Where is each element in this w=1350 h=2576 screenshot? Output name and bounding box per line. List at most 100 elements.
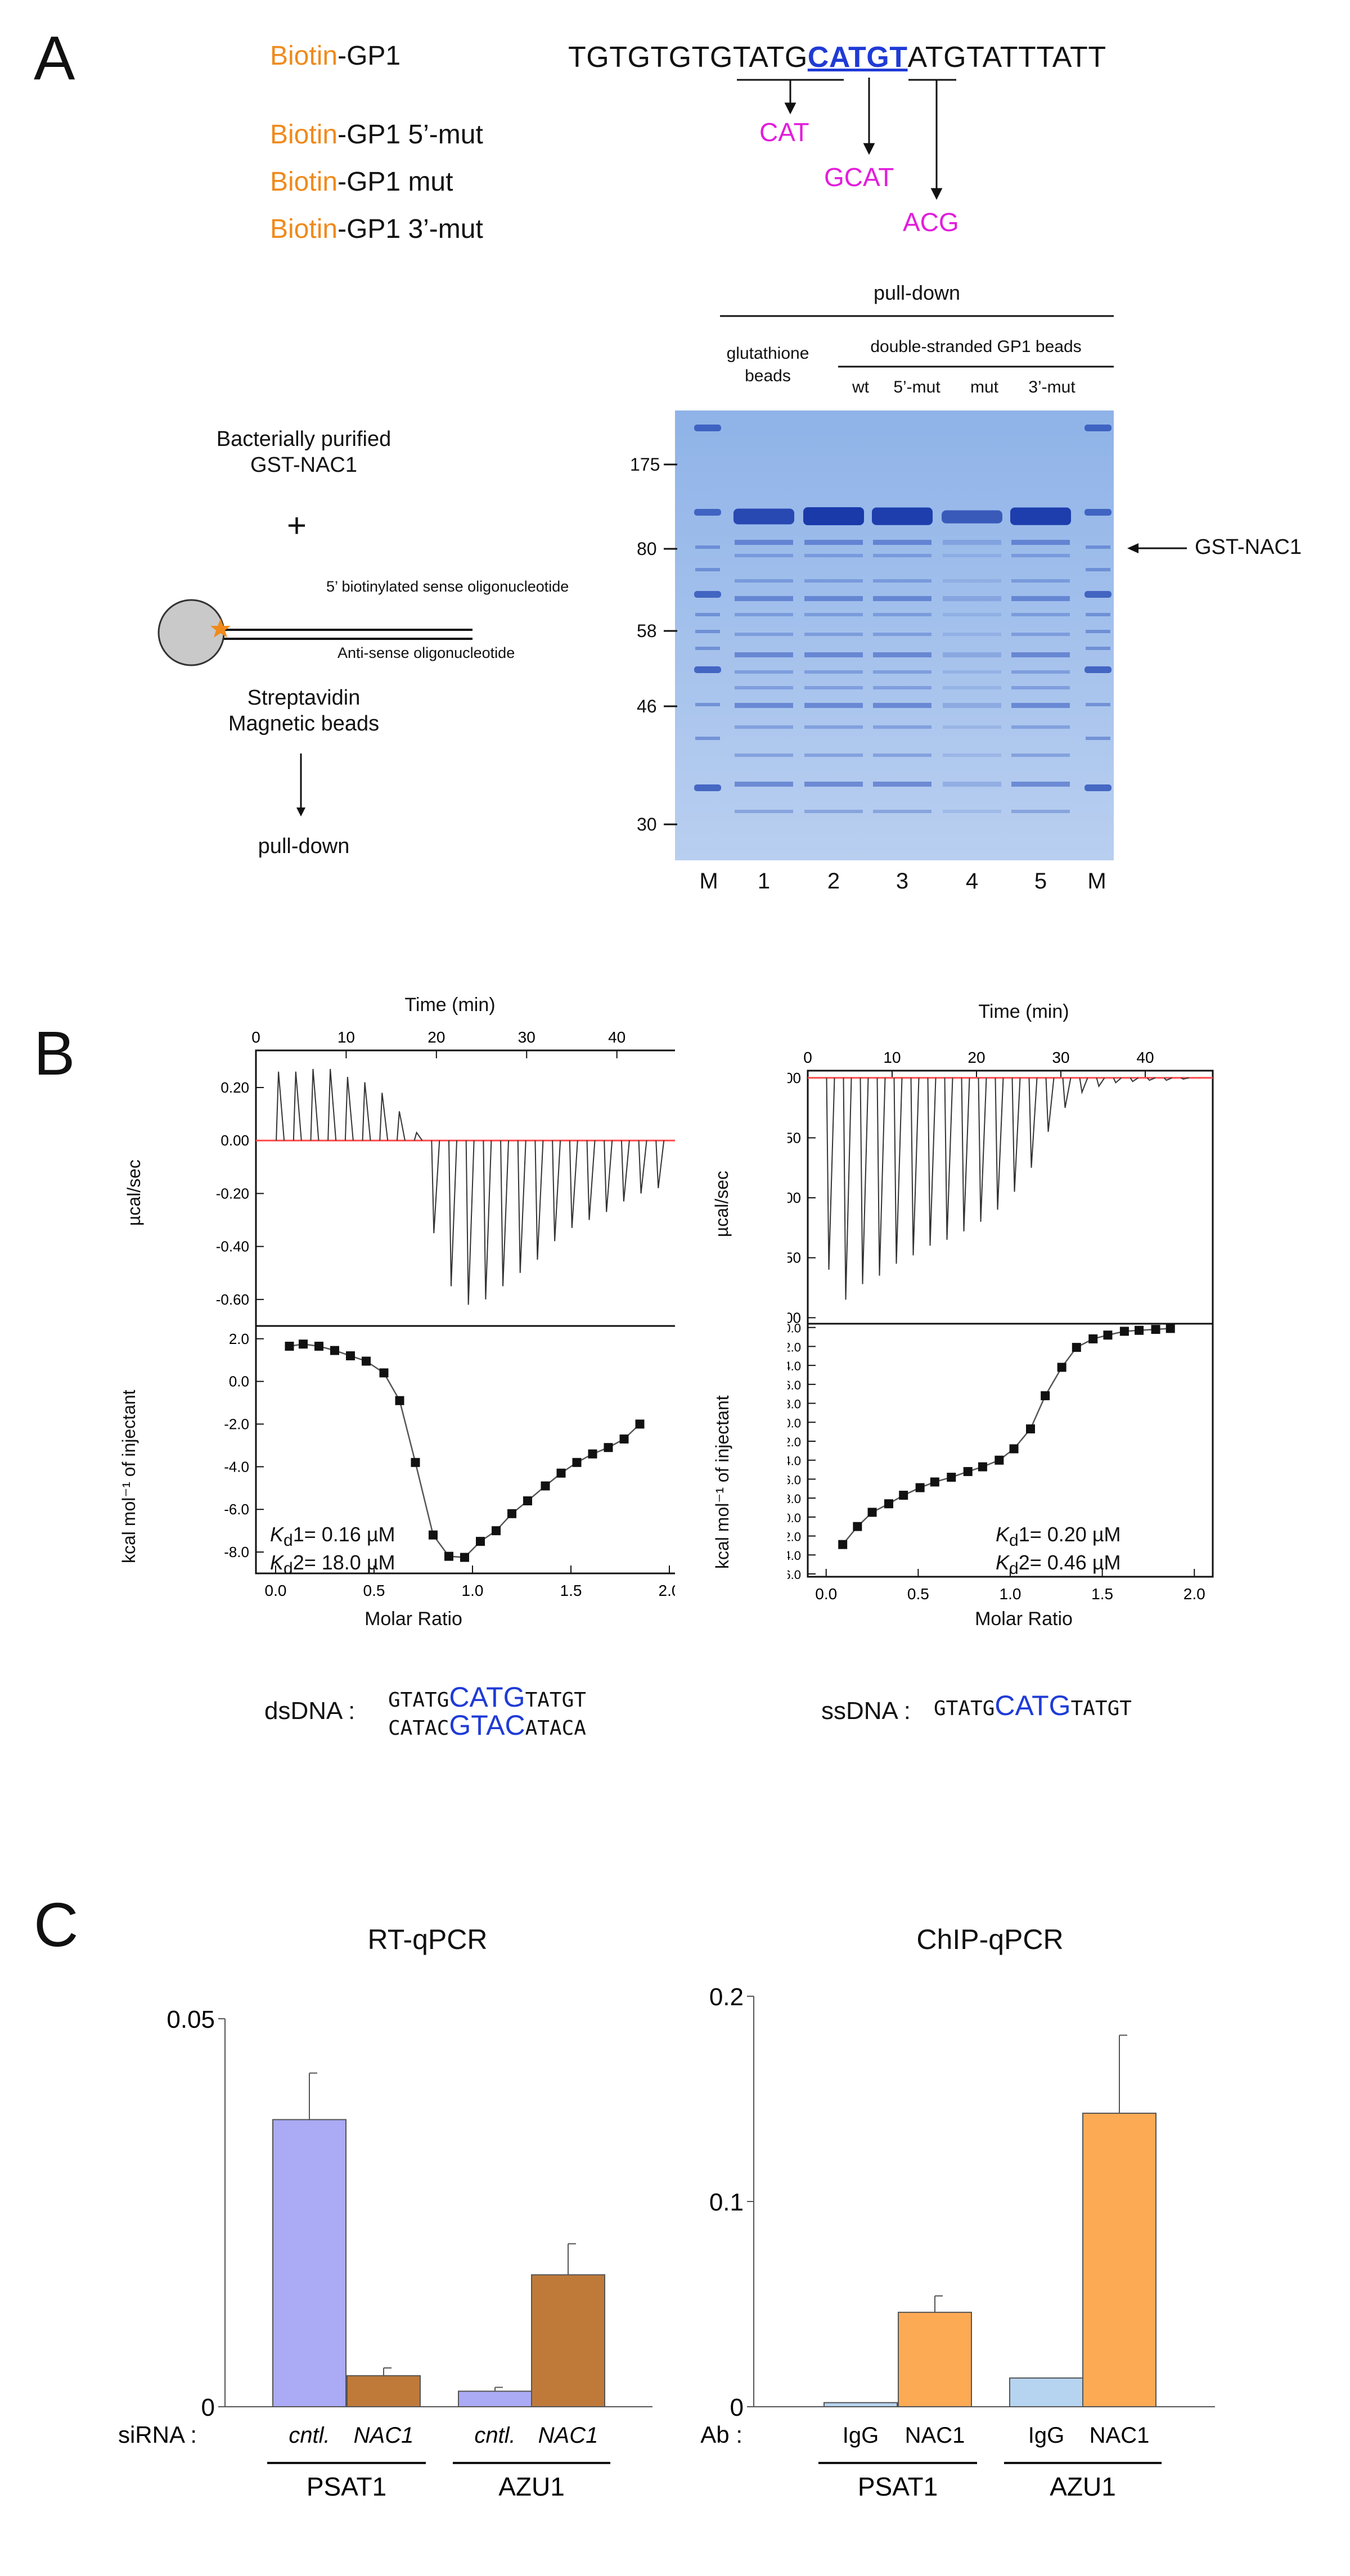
data-point	[978, 1462, 987, 1472]
chipqpcr-chart: 0 0.1 0.2 IgG NAC1 IgG NAC1 Ab : PSAT1 AZU1	[700, 1983, 1215, 2501]
marker-ticks	[664, 463, 677, 825]
marker-band	[694, 784, 721, 791]
category-label: NAC1	[905, 2423, 965, 2448]
itc-right-raw-y-label: µcal/sec	[712, 1170, 732, 1237]
lane-label-5: 5	[1034, 869, 1047, 894]
fit-y-tick-label: -2.0	[224, 1415, 249, 1432]
injection-peak	[413, 1131, 423, 1141]
itc-right-fit-curve	[842, 1328, 1171, 1545]
data-point	[429, 1530, 438, 1540]
protein-band	[735, 782, 793, 787]
biotin-star-icon	[210, 619, 231, 638]
marker-band	[695, 703, 720, 706]
lane-label-3: 3	[896, 869, 909, 894]
data-point	[1009, 1444, 1019, 1454]
injection-peak	[552, 1140, 561, 1242]
protein-band	[873, 554, 932, 557]
category-label: IgG	[1028, 2423, 1064, 2448]
injection-peak	[826, 1077, 835, 1270]
injection-peak	[1096, 1077, 1105, 1088]
protein-band	[943, 613, 1001, 616]
marker-band	[695, 630, 720, 633]
itc-left-time-label: Time (min)	[404, 994, 496, 1016]
data-point	[556, 1468, 566, 1478]
category-label: NAC1	[538, 2423, 598, 2448]
injection-peak	[638, 1140, 647, 1194]
marker-band	[695, 568, 720, 571]
protein-band	[943, 670, 1001, 674]
itc-right-fit-y-label: kcal mol⁻¹ of injectant	[712, 1395, 732, 1569]
data-point	[541, 1481, 550, 1491]
itc-left-chart: 0 10 20 30 40 0.20 0.00 -0.20 -0.40 -0.60 2.0 0.0…	[216, 1028, 675, 1599]
category-label: cntl.	[289, 2423, 330, 2448]
data-point	[1103, 1330, 1113, 1340]
time-tick-label: 40	[608, 1028, 626, 1046]
lane-label-m-right: M	[1087, 869, 1106, 894]
fit-y-tick-label: -18.0	[788, 1492, 801, 1506]
protein-band	[943, 782, 1001, 787]
data-point	[572, 1458, 582, 1467]
dsdna-bottom-strand: CATACGTACATACA	[388, 1709, 586, 1741]
mutation-5prime: CAT	[759, 118, 809, 147]
data-point	[930, 1477, 939, 1487]
protein-band	[873, 782, 932, 787]
injection-peak	[569, 1140, 578, 1228]
down-arrow-icon	[296, 754, 305, 816]
x-tick-label: 1.5	[1091, 1585, 1113, 1603]
injection-peak	[534, 1140, 544, 1260]
injection-peak	[1011, 1077, 1021, 1192]
data-point	[1041, 1391, 1050, 1401]
y-tick-label: 0.1	[709, 2189, 744, 2216]
fit-y-tick-label: -6.0	[224, 1501, 249, 1518]
itc-left-fit-y-label: kcal mol⁻¹ of injectant	[119, 1389, 139, 1563]
bar	[824, 2402, 898, 2408]
protein-band	[873, 670, 932, 674]
protein-band	[1011, 782, 1070, 787]
category-label: NAC1	[354, 2423, 414, 2448]
fit-y-tick-label: -10.0	[788, 1416, 801, 1430]
injection-peak	[396, 1111, 406, 1141]
x-tick-label: 1.0	[1000, 1585, 1022, 1603]
itc-right-time-label: Time (min)	[978, 1001, 1069, 1022]
protein-band	[804, 670, 863, 674]
band-label-gst-nac1: GST-NAC1	[1195, 535, 1302, 559]
gel-header-lines	[720, 315, 1114, 368]
raw-y-tick-label: 0.00	[788, 1070, 801, 1086]
injection-peak	[860, 1077, 869, 1284]
data-point	[867, 1508, 877, 1517]
category-label: NAC1	[1090, 2423, 1150, 2448]
injection-peak	[465, 1140, 475, 1305]
time-tick-label: 20	[968, 1049, 985, 1066]
protein-band	[735, 579, 793, 583]
data-point	[994, 1455, 1004, 1465]
protein-band	[873, 703, 932, 708]
data-point	[963, 1467, 973, 1476]
schematic-protein-line2: GST-NAC1	[250, 453, 358, 477]
protein-band	[735, 754, 793, 757]
protein-band	[735, 810, 793, 813]
gst-nac1-band	[734, 508, 794, 525]
marker-band	[694, 509, 721, 516]
protein-band	[873, 579, 932, 583]
bar	[898, 2312, 972, 2407]
fit-y-tick-label: -14.0	[788, 1454, 801, 1468]
x-tick-label: 0.5	[363, 1582, 385, 1599]
itc-right-kd2: Kd2= 0.46 µM	[996, 1551, 1121, 1578]
protein-band	[804, 686, 863, 689]
injection-peak	[292, 1071, 302, 1141]
protein-band	[873, 810, 932, 813]
marker-band	[1086, 613, 1110, 616]
x-prefix-label: siRNA :	[118, 2421, 197, 2448]
protein-band	[943, 652, 1001, 657]
data-point	[1026, 1424, 1035, 1434]
data-point	[915, 1483, 925, 1492]
bar	[1082, 2113, 1156, 2407]
gel-image	[675, 410, 1114, 860]
raw-y-tick-label: -2.00	[788, 1309, 801, 1326]
injection-peak	[500, 1140, 510, 1287]
data-point	[1072, 1343, 1081, 1352]
x-tick-label: 0.0	[265, 1582, 287, 1599]
data-point	[1088, 1334, 1098, 1343]
protein-band	[873, 652, 932, 657]
